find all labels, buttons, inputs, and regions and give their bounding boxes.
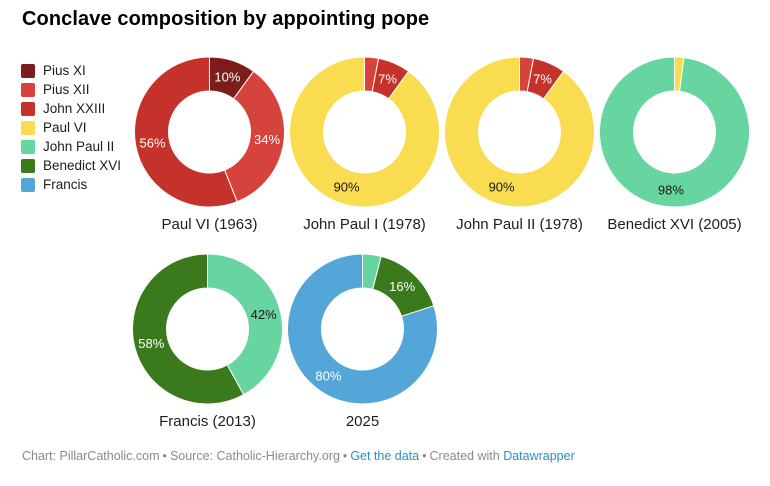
donut-francis-2013: 42% 58% Francis (2013)	[130, 252, 285, 430]
legend-swatch	[21, 82, 35, 97]
slice-label: 90%	[334, 180, 360, 195]
get-the-data-link[interactable]: Get the data	[350, 449, 420, 463]
donut-2025: 16% 80% 2025	[285, 252, 440, 430]
slice-label: 34%	[254, 132, 280, 147]
legend-label: Pius XII	[43, 82, 90, 97]
legend-label: Benedict XVI	[43, 158, 122, 173]
legend-item-benedict-xvi: Benedict XVI	[21, 156, 121, 175]
legend-item-john-xxiii: John XXIII	[21, 99, 121, 118]
donut-title: Paul VI (1963)	[161, 216, 258, 233]
slice-label: 56%	[139, 135, 165, 150]
legend-item-pius-xi: Pius XI	[21, 61, 121, 80]
donut-title: John Paul I (1978)	[303, 216, 426, 233]
legend-label: Pius XI	[43, 63, 86, 78]
legend-swatch	[21, 101, 35, 116]
donut-chart: 7% 90%	[444, 57, 595, 207]
slice-label: 80%	[315, 368, 341, 383]
donut-slice-paul-vi[interactable]	[289, 57, 440, 207]
slice-label: 10%	[214, 69, 240, 84]
dot-separator: •	[162, 449, 167, 463]
donut-title: John Paul II (1978)	[456, 216, 583, 233]
legend-swatch	[21, 63, 35, 78]
slice-label: 58%	[138, 336, 164, 351]
legend-swatch	[21, 120, 35, 135]
donut-chart: 98%	[599, 57, 751, 207]
donut-slice-pius-xii[interactable]	[223, 70, 285, 203]
slice-label: 98%	[658, 182, 684, 197]
chart-credit: Chart: PillarCatholic.com	[22, 449, 160, 463]
donut-paul-vi-1963: 10% 34% 56% Paul VI (1963)	[132, 55, 287, 233]
legend-label: John Paul II	[43, 139, 115, 154]
dot-separator: •	[342, 449, 348, 463]
donut-slice-benedict-xvi[interactable]	[132, 254, 245, 404]
donut-title: Francis (2013)	[159, 413, 256, 430]
donut-title: Benedict XVI (2005)	[607, 216, 742, 233]
legend-item-john-paul-ii: John Paul II	[21, 137, 121, 156]
donut-chart: 16% 80%	[287, 254, 438, 404]
slice-label: 90%	[489, 180, 515, 195]
legend-label: Francis	[43, 177, 88, 192]
legend-item-paul-vi: Paul VI	[21, 118, 121, 137]
donut-slice-paul-vi[interactable]	[444, 57, 595, 207]
legend-label: John XXIII	[43, 101, 106, 116]
donut-chart: 42% 58%	[132, 254, 283, 404]
donut-benedict-xvi-2005: 98% Benedict XVI (2005)	[597, 55, 752, 233]
slice-label: 16%	[389, 279, 415, 294]
created-with-text: Created with	[429, 449, 500, 463]
legend: Pius XI Pius XII John XXIII Paul VI John Pau…	[21, 61, 121, 194]
footer: Chart: PillarCatholic.com • Source: Cathol…	[22, 449, 575, 463]
slice-label: 7%	[533, 71, 552, 86]
legend-item-pius-xii: Pius XII	[21, 80, 121, 99]
donut-slice-john-xxiii[interactable]	[134, 57, 238, 207]
datawrapper-link[interactable]: Datawrapper	[503, 449, 575, 463]
legend-label: Paul VI	[43, 120, 87, 135]
donut-john-paul-ii-1978: 7% 90% John Paul II (1978)	[442, 55, 597, 233]
donut-slice-john-paul-ii[interactable]	[207, 254, 283, 396]
legend-swatch	[21, 139, 35, 154]
chart-title: Conclave composition by appointing pope	[22, 8, 430, 30]
slice-label: 7%	[378, 71, 397, 86]
donut-chart: 7% 90%	[289, 57, 440, 207]
slice-label: 42%	[251, 307, 277, 322]
donut-slice-john-paul-ii[interactable]	[599, 57, 751, 207]
donut-title: 2025	[345, 413, 380, 430]
dot-separator: •	[422, 449, 427, 463]
legend-item-francis: Francis	[21, 175, 121, 194]
donut-slice-francis[interactable]	[287, 254, 438, 404]
donut-john-paul-i-1978: 7% 90% John Paul I (1978)	[287, 55, 442, 233]
legend-swatch	[21, 158, 35, 173]
source-credit: Source: Catholic-Hierarchy.org	[169, 449, 340, 463]
legend-swatch	[21, 177, 35, 192]
donut-chart: 10% 34% 56%	[134, 57, 285, 207]
